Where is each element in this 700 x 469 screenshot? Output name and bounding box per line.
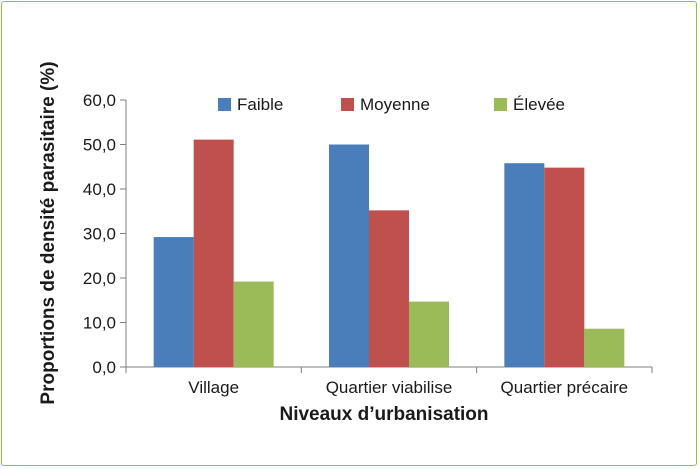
bar: [233, 281, 274, 367]
legend-swatch: [494, 98, 507, 111]
bar: [193, 139, 234, 367]
y-axis-title: Proportions de densité parasitaire (%): [38, 61, 59, 404]
x-axis-title: Niveaux d’urbanisation: [279, 404, 488, 425]
x-tick-label: Quartier viabilise: [326, 378, 453, 397]
bars: [153, 139, 625, 367]
y-tick-label: 20,0: [83, 269, 116, 288]
bar: [504, 163, 545, 367]
bar: [153, 237, 194, 367]
x-tick-label: Village: [188, 378, 239, 397]
y-tick-label: 40,0: [83, 180, 116, 199]
legend-label: Moyenne: [360, 95, 430, 114]
bar: [369, 210, 409, 367]
legend-swatch: [218, 98, 231, 111]
bar: [584, 328, 625, 367]
y-tick-label: 60,0: [83, 91, 116, 110]
legend-label: Élevée: [513, 95, 565, 114]
y-tick-label: 0,0: [92, 358, 116, 377]
bar: [409, 301, 449, 367]
y-tick-label: 30,0: [83, 225, 116, 244]
y-tick-label: 50,0: [83, 136, 116, 155]
x-tick-label: Quartier précaire: [501, 378, 629, 397]
y-tick-label: 10,0: [83, 314, 116, 333]
bar: [544, 167, 585, 367]
axes: 0,0 10,0 20,0 30,0 40,0 50,0 60,0 Village Quarti…: [83, 91, 653, 397]
legend-swatch: [341, 98, 354, 111]
bar: [329, 144, 369, 367]
legend: Faible Moyenne Élevée: [218, 95, 565, 114]
legend-label: Faible: [237, 95, 283, 114]
